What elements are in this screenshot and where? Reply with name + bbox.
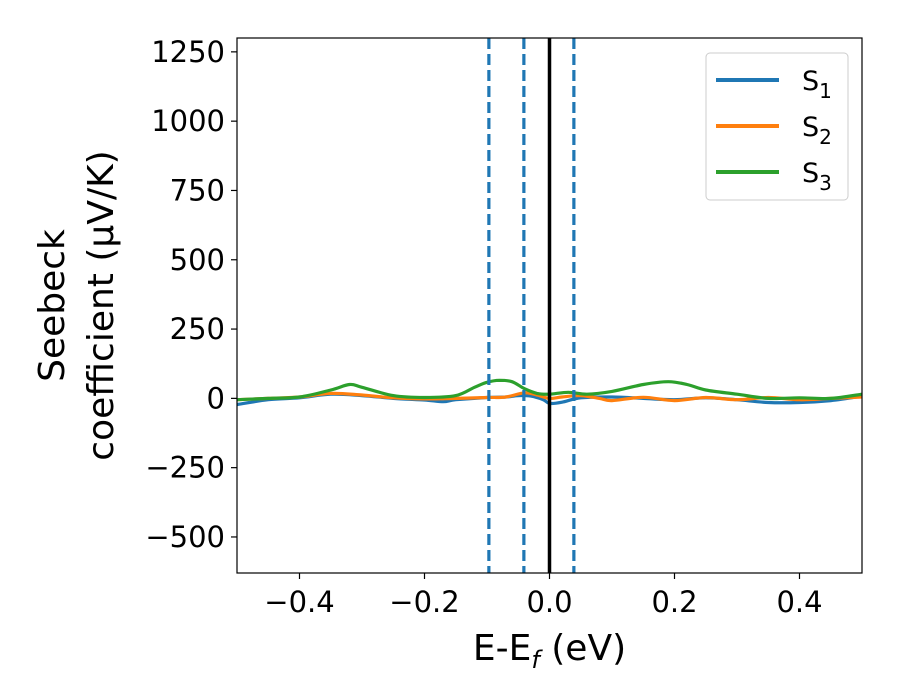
reference-lines	[487, 38, 576, 573]
y-tick-label: 750	[170, 173, 225, 207]
legend-label-s1: S1	[802, 66, 832, 103]
y-axis-ticks: −500 −250 0 250 500 750 1000 1250	[145, 35, 237, 554]
y-tick-label: 1250	[151, 35, 225, 69]
x-tick-label: 0.0	[526, 585, 572, 619]
x-tick-label: −0.4	[264, 585, 334, 619]
x-tick-label: −0.2	[389, 585, 459, 619]
y-tick-label: −500	[145, 520, 225, 554]
series-line-s3	[237, 378, 862, 402]
y-tick-label: 1000	[151, 104, 225, 138]
x-axis-label: E-Ef (eV)	[473, 628, 626, 674]
y-axis-label-line2: coefficient (μV/K)	[81, 150, 122, 460]
legend: S1 S2 S3	[705, 52, 849, 201]
legend-label-s3: S3	[802, 158, 832, 195]
x-tick-label: 0.4	[776, 585, 822, 619]
x-axis-ticks: −0.4 −0.2 0.0 0.2 0.4	[264, 573, 823, 619]
legend-label-s2: S2	[802, 112, 832, 149]
y-tick-label: 0	[207, 381, 225, 415]
x-axis-label-main: E-E	[473, 628, 531, 669]
x-tick-label: 0.2	[651, 585, 697, 619]
x-axis-label-unit: (eV)	[540, 628, 626, 669]
y-tick-label: 500	[170, 243, 225, 277]
y-tick-label: −250	[145, 451, 225, 485]
y-tick-label: 250	[170, 312, 225, 346]
y-axis-label-line1: Seebeck	[32, 229, 73, 382]
